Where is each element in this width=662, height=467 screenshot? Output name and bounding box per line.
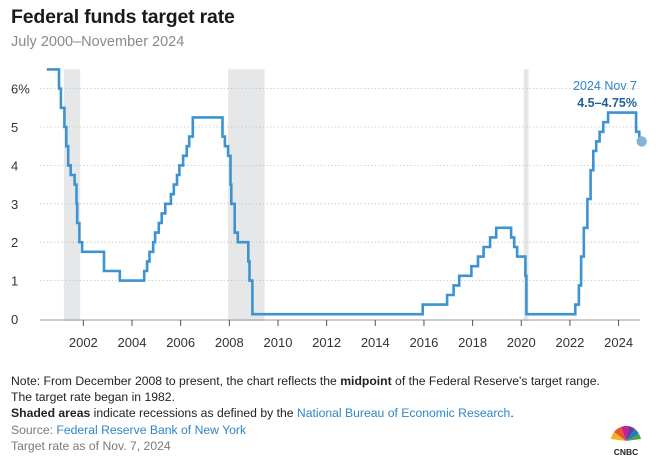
y-tick-label: 0	[11, 312, 18, 327]
as-of-line: Target rate as of Nov. 7, 2024	[11, 439, 171, 453]
recession-band	[228, 69, 265, 322]
note-line: Note: From December 2008 to present, the…	[11, 374, 600, 404]
chart-canvas: 0 1 2 3 4 5 6% 2002 2004 2006 2008 2010 2012 2014 201…	[11, 68, 647, 350]
nber-link[interactable]: National Bureau of Economic Research	[296, 406, 511, 420]
y-tick-label: 1	[11, 274, 18, 289]
shaded-areas-note: Shaded areas indicate recessions as defi…	[11, 406, 514, 420]
chart-title: Federal funds target rate	[11, 6, 235, 28]
source-line: Source: Federal Reserve Bank of New York	[11, 423, 247, 437]
latest-value-dot	[636, 136, 647, 147]
y-tick-label: 3	[11, 197, 18, 212]
y-axis-ticks: 0 1 2 3 4 5 6%	[11, 82, 30, 327]
chart-subtitle: July 2000–November 2024	[11, 34, 185, 50]
x-tick-label: 2024	[604, 335, 633, 350]
recession-band	[63, 69, 81, 322]
x-tick-label: 2018	[458, 335, 487, 350]
cnbc-logo-icon: CNBC	[611, 425, 641, 456]
x-tick-label: 2022	[555, 335, 584, 350]
annotation-date: 2024 Nov 7	[573, 79, 637, 93]
chart-notes: Note: From December 2008 to present, the…	[11, 373, 611, 454]
recession-layer	[63, 69, 529, 322]
x-tick-label: 2008	[215, 335, 244, 350]
x-tick-label: 2004	[118, 335, 147, 350]
x-tick-label: 2002	[69, 335, 98, 350]
x-axis-ticks: 2002 2004 2006 2008 2010 2012 2014 2016 2018 2020…	[69, 320, 633, 350]
x-tick-label: 2012	[312, 335, 341, 350]
x-tick-label: 2014	[361, 335, 390, 350]
y-tick-label: 5	[11, 120, 18, 135]
x-tick-label: 2006	[166, 335, 195, 350]
x-tick-label: 2020	[507, 335, 536, 350]
y-tick-label: 6%	[11, 82, 30, 97]
y-tick-label: 2	[11, 235, 18, 250]
grid-layer	[40, 88, 640, 321]
cnbc-logo-text: CNBC	[614, 447, 639, 456]
x-tick-label: 2010	[264, 335, 293, 350]
y-tick-label: 4	[11, 158, 18, 173]
recession-band	[523, 69, 529, 322]
series-line	[46, 68, 642, 316]
x-tick-label: 2016	[409, 335, 438, 350]
annotation-value: 4.5–4.75%	[577, 96, 637, 110]
source-link[interactable]: Federal Reserve Bank of New York	[56, 423, 247, 437]
